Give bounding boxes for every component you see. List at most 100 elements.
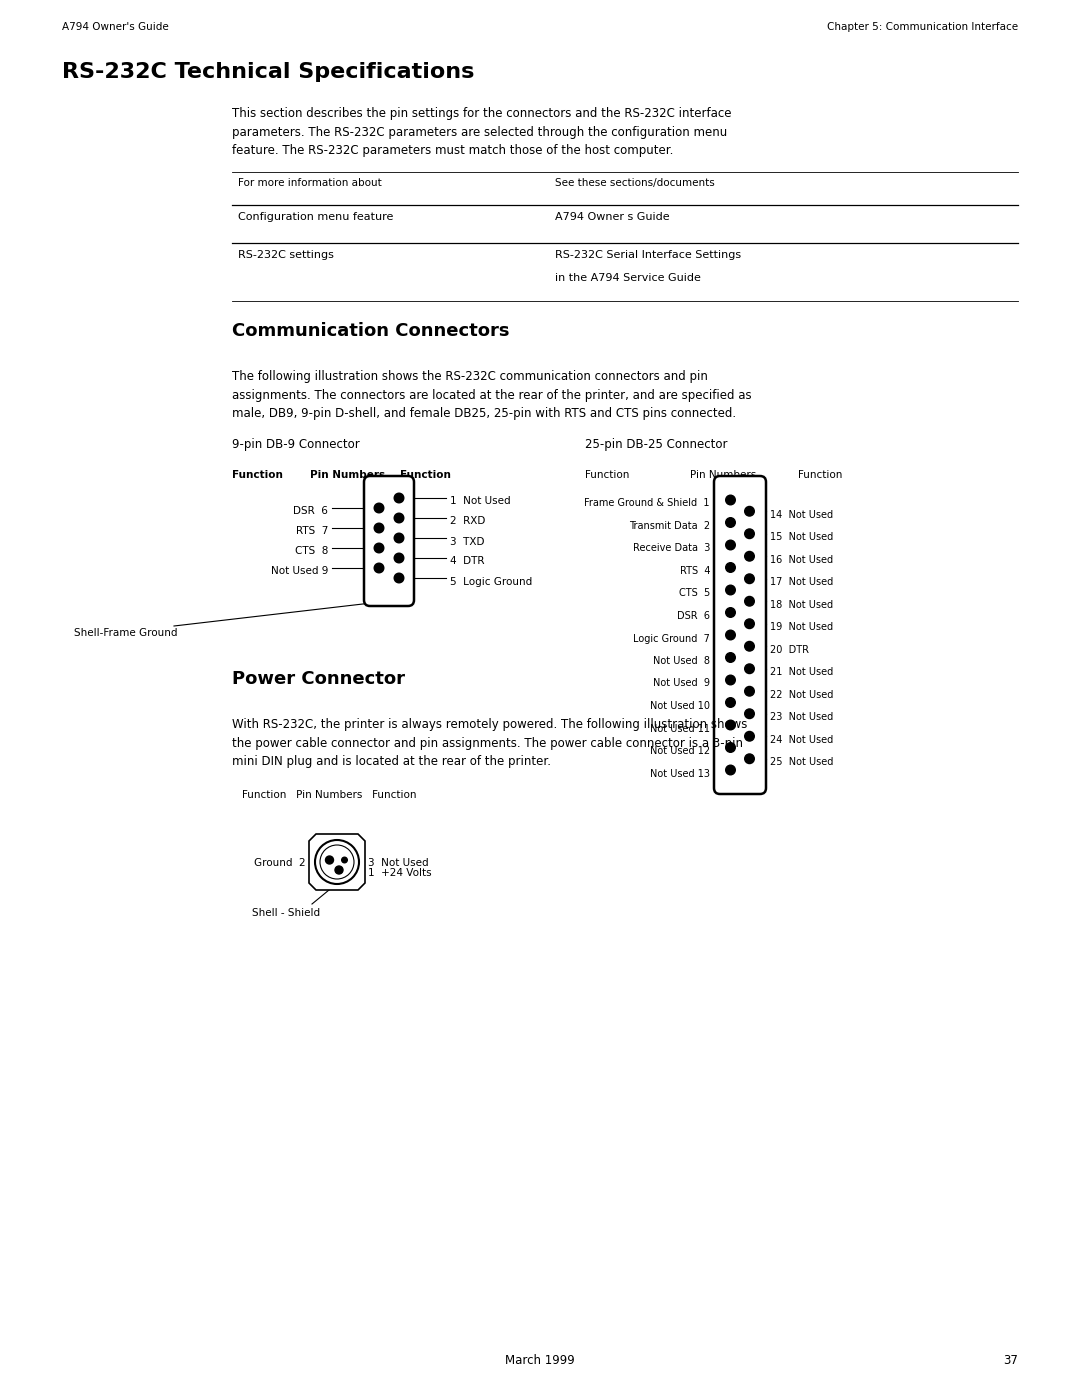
- Text: Chapter 5: Communication Interface: Chapter 5: Communication Interface: [827, 22, 1018, 32]
- Text: 25  Not Used: 25 Not Used: [770, 757, 834, 767]
- Text: Not Used 12: Not Used 12: [650, 746, 710, 756]
- Text: 3  Not Used: 3 Not Used: [368, 859, 429, 869]
- Text: Frame Ground & Shield  1: Frame Ground & Shield 1: [584, 499, 710, 509]
- Text: This section describes the pin settings for the connectors and the RS-232C inter: This section describes the pin settings …: [232, 108, 731, 156]
- Circle shape: [726, 495, 735, 504]
- Text: Power Connector: Power Connector: [232, 671, 405, 687]
- Circle shape: [726, 608, 735, 617]
- Text: Not Used 11: Not Used 11: [650, 724, 710, 733]
- Text: Function: Function: [585, 469, 630, 481]
- Text: 15  Not Used: 15 Not Used: [770, 532, 834, 542]
- Circle shape: [341, 858, 348, 863]
- Text: 20  DTR: 20 DTR: [770, 645, 809, 655]
- Circle shape: [325, 856, 334, 863]
- Text: Function: Function: [232, 469, 283, 481]
- Text: Not Used  9: Not Used 9: [653, 679, 710, 689]
- Text: Communication Connectors: Communication Connectors: [232, 321, 510, 339]
- Circle shape: [726, 721, 735, 729]
- Circle shape: [394, 534, 404, 543]
- Text: The following illustration shows the RS-232C communication connectors and pin
as: The following illustration shows the RS-…: [232, 370, 752, 420]
- Text: A794 Owner s Guide: A794 Owner s Guide: [555, 212, 670, 222]
- Circle shape: [745, 574, 754, 584]
- Circle shape: [320, 845, 354, 879]
- Circle shape: [726, 652, 735, 662]
- Text: Not Used  8: Not Used 8: [653, 657, 710, 666]
- Text: 17  Not Used: 17 Not Used: [770, 577, 834, 587]
- Circle shape: [335, 866, 343, 875]
- Text: Pin Numbers: Pin Numbers: [690, 469, 756, 481]
- Circle shape: [745, 754, 754, 764]
- Text: 23  Not Used: 23 Not Used: [770, 712, 834, 722]
- Text: RTS  7: RTS 7: [296, 527, 328, 536]
- Text: Configuration menu feature: Configuration menu feature: [238, 212, 393, 222]
- Circle shape: [726, 585, 735, 595]
- Text: 2  RXD: 2 RXD: [450, 517, 485, 527]
- Text: Not Used 13: Not Used 13: [650, 768, 710, 778]
- Circle shape: [394, 573, 404, 583]
- Circle shape: [745, 664, 754, 673]
- Text: 22  Not Used: 22 Not Used: [770, 690, 834, 700]
- Text: Not Used 9: Not Used 9: [271, 567, 328, 577]
- Text: Receive Data  3: Receive Data 3: [633, 543, 710, 553]
- Text: 5  Logic Ground: 5 Logic Ground: [450, 577, 532, 587]
- FancyBboxPatch shape: [364, 476, 414, 606]
- Circle shape: [394, 493, 404, 503]
- Text: Function   Pin Numbers   Function: Function Pin Numbers Function: [242, 789, 417, 800]
- Circle shape: [745, 552, 754, 562]
- Text: 19  Not Used: 19 Not Used: [770, 622, 833, 633]
- Text: Not Used 10: Not Used 10: [650, 701, 710, 711]
- Circle shape: [394, 553, 404, 563]
- Circle shape: [726, 697, 735, 707]
- Circle shape: [726, 541, 735, 550]
- Text: Logic Ground  7: Logic Ground 7: [633, 633, 710, 644]
- Text: Shell-Frame Ground: Shell-Frame Ground: [75, 629, 177, 638]
- Text: 14  Not Used: 14 Not Used: [770, 510, 833, 520]
- Circle shape: [315, 840, 359, 884]
- Text: 24  Not Used: 24 Not Used: [770, 735, 834, 745]
- Text: 18  Not Used: 18 Not Used: [770, 599, 833, 609]
- Circle shape: [745, 619, 754, 629]
- Text: CTS  8: CTS 8: [295, 546, 328, 556]
- Text: Transmit Data  2: Transmit Data 2: [629, 521, 710, 531]
- Circle shape: [726, 563, 735, 573]
- Text: RS-232C Serial Interface Settings: RS-232C Serial Interface Settings: [555, 250, 741, 260]
- FancyBboxPatch shape: [714, 476, 766, 793]
- Text: in the A794 Service Guide: in the A794 Service Guide: [555, 272, 701, 284]
- Text: 4  DTR: 4 DTR: [450, 556, 485, 567]
- Text: Function: Function: [798, 469, 842, 481]
- Text: 25-pin DB-25 Connector: 25-pin DB-25 Connector: [585, 439, 728, 451]
- Circle shape: [745, 732, 754, 740]
- Circle shape: [726, 630, 735, 640]
- Circle shape: [374, 563, 383, 573]
- Text: DSR  6: DSR 6: [677, 610, 710, 622]
- Text: 1  Not Used: 1 Not Used: [450, 496, 511, 507]
- Circle shape: [726, 766, 735, 775]
- Circle shape: [374, 503, 383, 513]
- Text: RS-232C Technical Specifications: RS-232C Technical Specifications: [62, 61, 474, 82]
- Text: RTS  4: RTS 4: [679, 566, 710, 576]
- Circle shape: [374, 524, 383, 532]
- Text: 37: 37: [1003, 1354, 1018, 1368]
- Text: 3  TXD: 3 TXD: [450, 536, 485, 546]
- Text: CTS  5: CTS 5: [678, 588, 710, 598]
- Text: 9-pin DB-9 Connector: 9-pin DB-9 Connector: [232, 439, 360, 451]
- Circle shape: [745, 641, 754, 651]
- Circle shape: [745, 529, 754, 539]
- Text: Shell - Shield: Shell - Shield: [252, 908, 320, 918]
- Circle shape: [394, 513, 404, 522]
- Circle shape: [726, 675, 735, 685]
- Text: DSR  6: DSR 6: [293, 507, 328, 517]
- Circle shape: [374, 543, 383, 553]
- Text: Function: Function: [400, 469, 450, 481]
- Text: For more information about: For more information about: [238, 177, 381, 189]
- Text: With RS-232C, the printer is always remotely powered. The following illustration: With RS-232C, the printer is always remo…: [232, 718, 747, 768]
- Circle shape: [726, 743, 735, 753]
- Circle shape: [726, 518, 735, 527]
- Text: See these sections/documents: See these sections/documents: [555, 177, 715, 189]
- Circle shape: [745, 686, 754, 696]
- Circle shape: [745, 597, 754, 606]
- Text: 1  +24 Volts: 1 +24 Volts: [368, 869, 432, 879]
- Text: 21  Not Used: 21 Not Used: [770, 668, 834, 678]
- Text: Ground  2: Ground 2: [255, 859, 306, 869]
- Text: Pin Numbers: Pin Numbers: [310, 469, 386, 481]
